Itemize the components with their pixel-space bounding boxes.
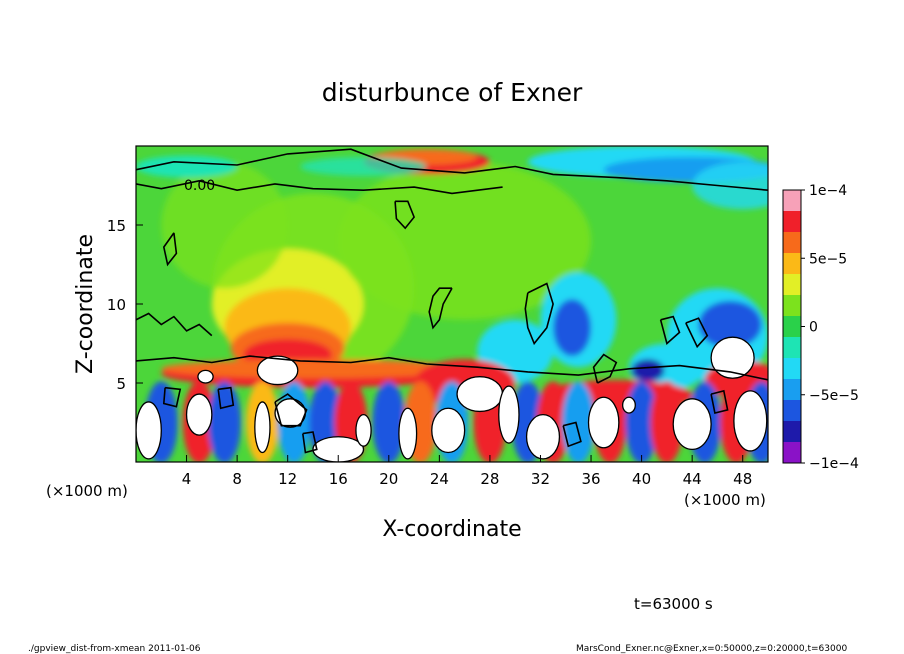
colorbar-tick-label: −5e−5 — [809, 388, 859, 404]
colorbar-band — [783, 190, 801, 212]
contour-line — [136, 312, 213, 337]
saturated-region — [256, 355, 299, 386]
field-region — [553, 299, 592, 357]
field-region — [698, 300, 762, 349]
field-region — [136, 155, 238, 178]
saturated-region — [398, 407, 418, 460]
saturated-region — [498, 385, 520, 444]
x-axis-unit-right: (×1000 m) — [684, 491, 766, 509]
x-axis-unit-left: (×1000 m) — [46, 482, 128, 500]
contour-line — [710, 389, 729, 414]
field-region — [161, 359, 465, 379]
x-axis-label: X-coordinate — [382, 517, 521, 542]
heatmap-field — [136, 146, 768, 462]
y-tick-label: 10 — [107, 296, 126, 314]
x-tick-label: 32 — [531, 470, 550, 488]
colorbar-band — [783, 421, 801, 443]
x-tick-label: 40 — [632, 470, 651, 488]
saturated-region — [197, 369, 214, 384]
contour-line — [136, 148, 768, 191]
colorbar-band — [783, 442, 801, 464]
colorbar — [783, 190, 801, 464]
saturated-region — [355, 413, 372, 447]
colorbar-band — [783, 316, 801, 338]
time-label: t=63000 s — [634, 595, 713, 613]
contour-label: 0.00 — [184, 178, 215, 194]
x-tick-label: 20 — [379, 470, 398, 488]
y-axis-label: Z-coordinate — [73, 234, 98, 374]
colorbar-tick-label: 5e−5 — [809, 251, 847, 267]
contour-line — [302, 431, 318, 454]
colorbar-band — [783, 400, 801, 422]
colorbar-tick-label: 1e−4 — [809, 183, 847, 199]
field-region — [372, 381, 406, 462]
saturated-region — [254, 401, 271, 454]
colorbar-band — [783, 274, 801, 296]
contour-line — [394, 200, 416, 230]
x-tick-label: 24 — [430, 470, 449, 488]
x-tick-label: 44 — [683, 470, 702, 488]
x-tick-label: 16 — [329, 470, 348, 488]
colorbar-band — [783, 232, 801, 254]
colorbar-tick-label: −1e−4 — [809, 456, 859, 472]
x-tick-label: 28 — [480, 470, 499, 488]
x-tick-label: 4 — [182, 470, 192, 488]
saturated-region — [185, 393, 213, 436]
saturated-region — [621, 396, 636, 414]
footer-right-note: MarsCond_Exner.nc@Exner,x=0:50000,z=0:20… — [576, 644, 847, 654]
colorbar-band — [783, 379, 801, 401]
saturated-region — [733, 390, 768, 452]
field-region — [692, 161, 768, 210]
colorbar-band — [783, 253, 801, 275]
contour-line — [162, 232, 178, 267]
field-region — [631, 359, 665, 382]
x-tick-label: 48 — [733, 470, 752, 488]
contour-line — [592, 353, 618, 384]
x-tick-label: 8 — [232, 470, 242, 488]
contour-line — [659, 315, 681, 345]
contour-line — [524, 282, 554, 346]
colorbar-band — [783, 337, 801, 359]
field-region — [561, 381, 595, 462]
colorbar-band — [783, 358, 801, 380]
saturated-region — [525, 413, 561, 460]
contour-line — [274, 393, 308, 427]
saturated-region — [672, 398, 712, 451]
footer-left-note: ./gpview_dist-from-xmean 2011-01-06 — [28, 644, 201, 654]
saturated-region — [587, 396, 620, 449]
field-region — [208, 381, 241, 462]
colorbar-band — [783, 295, 801, 317]
saturated-region — [456, 376, 504, 413]
contour-line — [685, 317, 709, 349]
contour-line — [562, 421, 582, 448]
field-region — [650, 381, 684, 462]
contour-line — [217, 386, 235, 410]
colorbar-band — [783, 211, 801, 233]
saturated-region — [710, 336, 755, 379]
chart-title: disturbunce of Exner — [322, 78, 583, 107]
contour-line — [428, 287, 453, 330]
y-tick-label: 5 — [116, 375, 126, 393]
saturated-region — [136, 401, 162, 460]
contour-line — [136, 179, 503, 195]
y-axis-ticks: 5 10 15 — [107, 217, 143, 393]
field-region — [161, 161, 288, 289]
x-tick-label: 36 — [581, 470, 600, 488]
field-region — [300, 157, 427, 177]
contour-line — [162, 386, 182, 408]
y-tick-label: 15 — [107, 217, 126, 235]
x-axis-ticks: 4 8 12 16 20 24 28 32 36 40 44 48 — [182, 455, 752, 488]
x-tick-label: 12 — [278, 470, 297, 488]
contour-line — [136, 355, 768, 381]
colorbar-tick-labels: 1e−4 5e−5 0 −5e−5 −1e−4 — [801, 183, 859, 472]
colorbar-tick-label: 0 — [809, 320, 818, 336]
saturated-region — [431, 407, 466, 454]
